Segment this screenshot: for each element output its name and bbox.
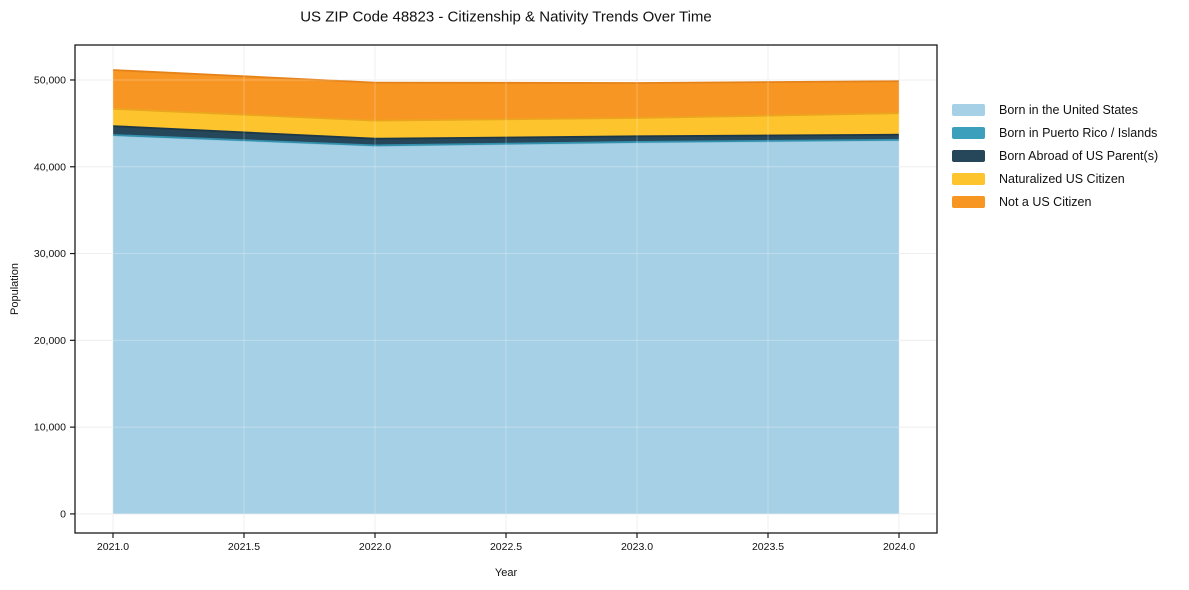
x-tick-label: 2021.5 bbox=[228, 541, 260, 553]
legend-label: Born Abroad of US Parent(s) bbox=[999, 148, 1159, 163]
y-tick-label: 0 bbox=[60, 509, 66, 521]
y-tick-label: 20,000 bbox=[34, 335, 66, 347]
y-tick-label: 10,000 bbox=[34, 422, 66, 434]
legend-label: Naturalized US Citizen bbox=[999, 171, 1125, 186]
legend-item-not-a-us-citizen: Not a US Citizen bbox=[952, 196, 1158, 208]
area-naturalized-us-citizen bbox=[113, 108, 899, 139]
x-tick-label: 2023.0 bbox=[621, 541, 653, 553]
y-tick-label: 30,000 bbox=[34, 248, 66, 260]
x-tick-label: 2022.0 bbox=[359, 541, 391, 553]
edge-born-abroad-of-us-parent-s bbox=[112, 125, 900, 140]
x-tick-label: 2021.0 bbox=[97, 541, 129, 553]
legend-item-born-in-the-united-states: Born in the United States bbox=[952, 104, 1158, 116]
y-axis-label: Population bbox=[9, 263, 21, 315]
legend-swatch-icon bbox=[952, 104, 985, 116]
legend-item-naturalized-us-citizen: Naturalized US Citizen bbox=[952, 173, 1158, 185]
edge-naturalized-us-citizen bbox=[112, 107, 900, 122]
legend-swatch-icon bbox=[952, 196, 985, 208]
legend-label: Not a US Citizen bbox=[999, 194, 1092, 209]
x-tick-label: 2024.0 bbox=[883, 541, 915, 553]
x-tick-label: 2022.5 bbox=[490, 541, 522, 553]
x-tick-label: 2023.5 bbox=[752, 541, 784, 553]
legend: Born in the United States Born in Puerto … bbox=[952, 104, 1158, 219]
edge-not-a-us-citizen bbox=[112, 69, 900, 84]
legend-item-born-in-puerto-rico-islands: Born in Puerto Rico / Islands bbox=[952, 127, 1158, 139]
legend-label: Born in Puerto Rico / Islands bbox=[999, 125, 1158, 140]
x-axis-label: Year bbox=[494, 567, 518, 579]
y-tick-label: 50,000 bbox=[34, 75, 66, 87]
edge-born-in-puerto-rico-islands bbox=[112, 134, 900, 147]
chart-title: US ZIP Code 48823 - Citizenship & Nativi… bbox=[300, 8, 712, 26]
area-born-in-the-united-states bbox=[113, 135, 899, 514]
legend-swatch-icon bbox=[952, 127, 985, 139]
y-tick-label: 40,000 bbox=[34, 161, 66, 173]
legend-item-born-abroad-of-us-parent-s: Born Abroad of US Parent(s) bbox=[952, 150, 1158, 162]
legend-swatch-icon bbox=[952, 173, 985, 185]
legend-label: Born in the United States bbox=[999, 102, 1138, 117]
legend-swatch-icon bbox=[952, 150, 985, 162]
